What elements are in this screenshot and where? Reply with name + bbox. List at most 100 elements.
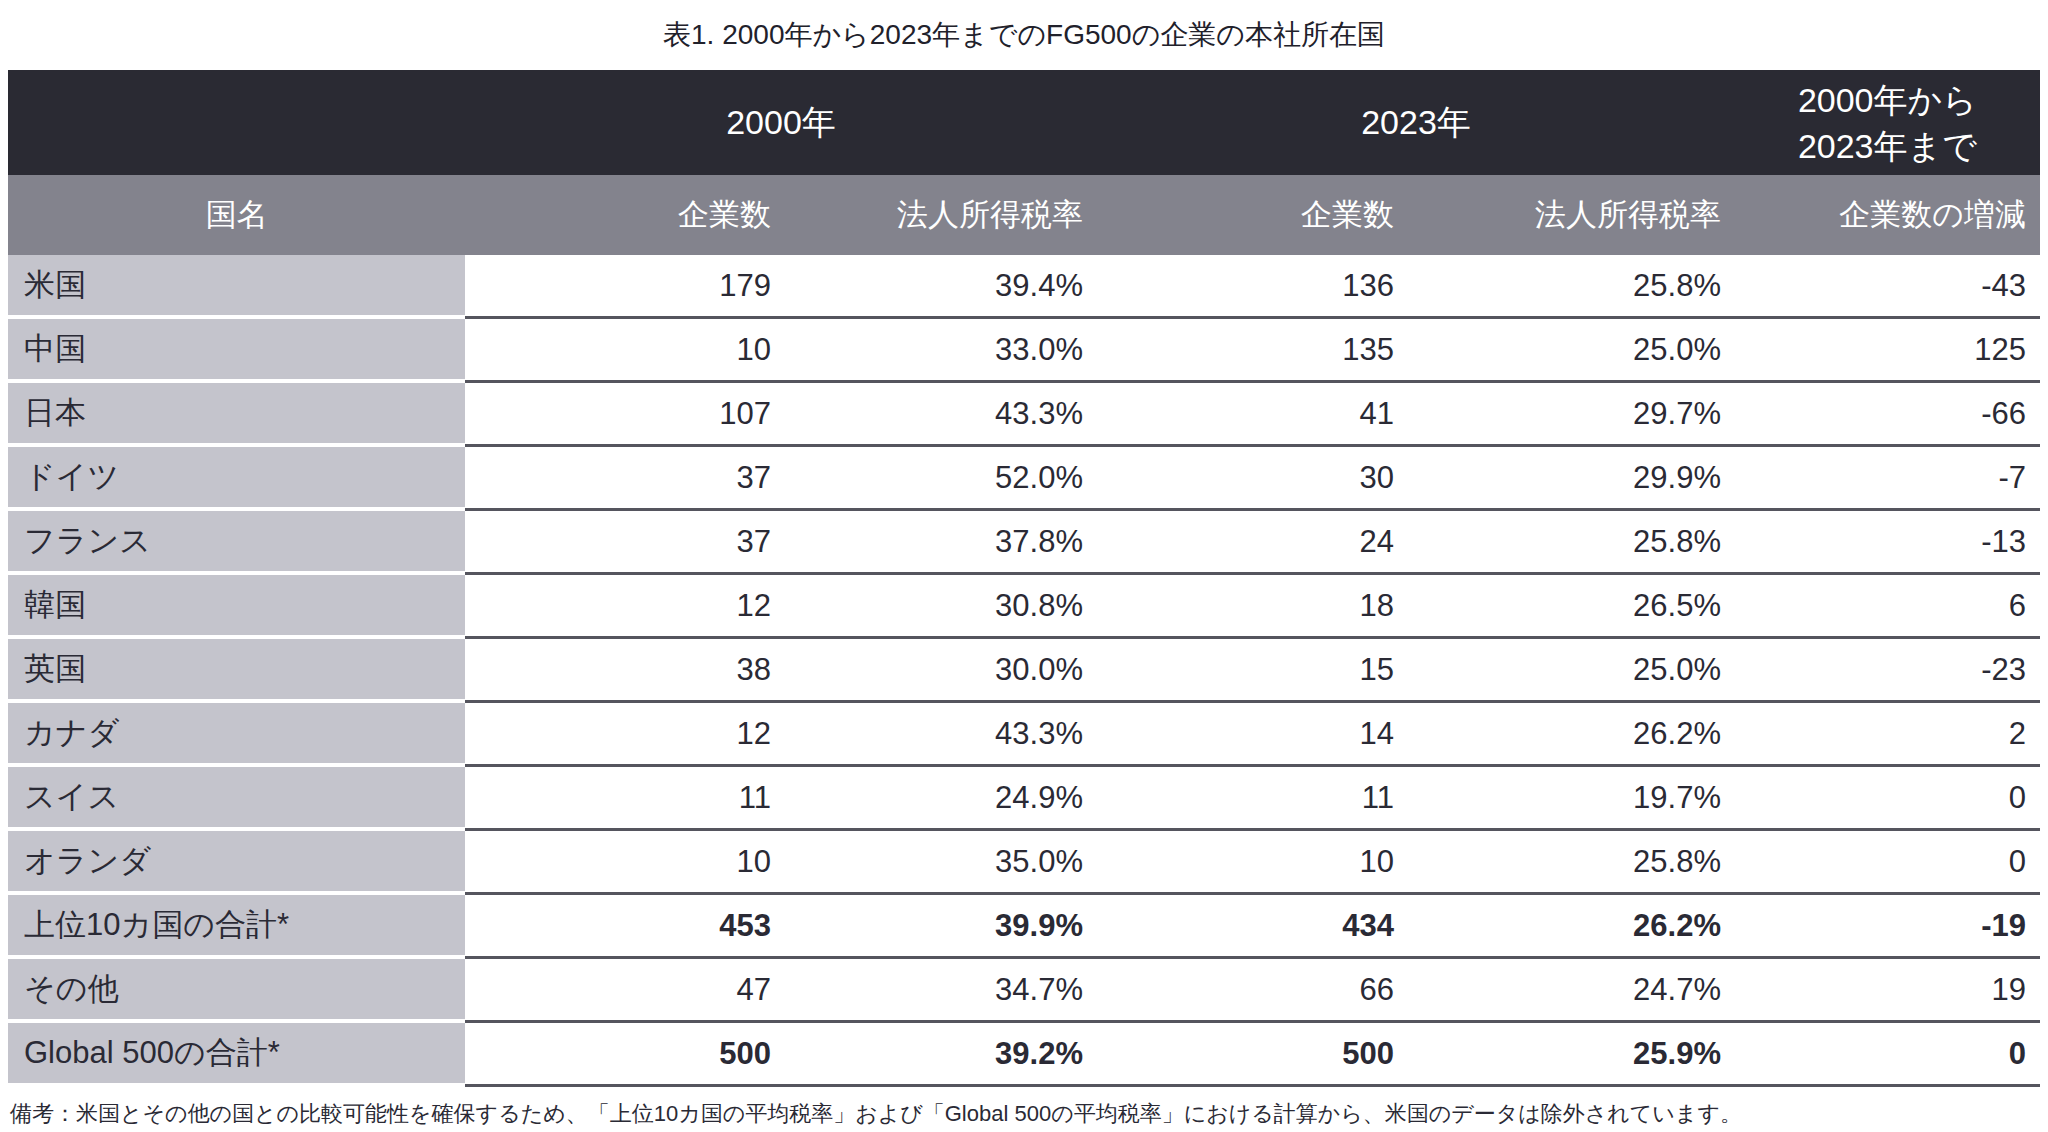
year-header-row: 2000年 2023年 2000年から 2023年まで	[8, 70, 2040, 175]
tax-2023-cell: 25.0%	[1408, 319, 1735, 383]
table-row-others: その他 47 34.7% 66 24.7% 19	[8, 959, 2040, 1023]
companies-2023-cell: 15	[1097, 639, 1408, 703]
country-cell: カナダ	[8, 703, 465, 767]
change-cell: 6	[1735, 575, 2040, 639]
tax-2000-cell: 39.2%	[785, 1023, 1097, 1087]
fg500-table: 2000年 2023年 2000年から 2023年まで 国名 企業数 法人所得税…	[8, 70, 2040, 1087]
tax-2023-cell: 25.8%	[1408, 255, 1735, 319]
tax-2023-cell: 29.7%	[1408, 383, 1735, 447]
companies-2023-cell: 136	[1097, 255, 1408, 319]
change-cell: 0	[1735, 767, 2040, 831]
tax-2000-cell: 39.4%	[785, 255, 1097, 319]
companies-2000-cell: 107	[465, 383, 785, 447]
tax-2023-cell: 25.8%	[1408, 831, 1735, 895]
country-cell: 韓国	[8, 575, 465, 639]
tax-2023-cell: 29.9%	[1408, 447, 1735, 511]
country-cell: その他	[8, 959, 465, 1023]
column-header-companies-2023: 企業数	[1097, 175, 1408, 255]
change-cell: -43	[1735, 255, 2040, 319]
companies-2000-cell: 37	[465, 511, 785, 575]
column-header-companies-2000: 企業数	[465, 175, 785, 255]
companies-2000-cell: 500	[465, 1023, 785, 1087]
country-cell: オランダ	[8, 831, 465, 895]
tax-2000-cell: 33.0%	[785, 319, 1097, 383]
change-cell: 0	[1735, 831, 2040, 895]
companies-2023-cell: 434	[1097, 895, 1408, 959]
country-cell: 日本	[8, 383, 465, 447]
companies-2000-cell: 12	[465, 575, 785, 639]
tax-2023-cell: 26.5%	[1408, 575, 1735, 639]
table-row-top10-total: 上位10カ国の合計* 453 39.9% 434 26.2% -19	[8, 895, 2040, 959]
country-cell: フランス	[8, 511, 465, 575]
change-cell: -66	[1735, 383, 2040, 447]
companies-2023-cell: 41	[1097, 383, 1408, 447]
change-cell: -23	[1735, 639, 2040, 703]
table-row-us: 米国 179 39.4% 136 25.8% -43	[8, 255, 2040, 319]
column-header-tax-2000: 法人所得税率	[785, 175, 1097, 255]
table-row-netherlands: オランダ 10 35.0% 10 25.8% 0	[8, 831, 2040, 895]
table-row-china: 中国 10 33.0% 135 25.0% 125	[8, 319, 2040, 383]
table-row-global500-total: Global 500の合計* 500 39.2% 500 25.9% 0	[8, 1023, 2040, 1087]
year-header-range-line2: 2023年まで	[1798, 123, 1977, 169]
companies-2000-cell: 12	[465, 703, 785, 767]
companies-2000-cell: 453	[465, 895, 785, 959]
tax-2023-cell: 25.0%	[1408, 639, 1735, 703]
companies-2000-cell: 10	[465, 831, 785, 895]
companies-2023-cell: 135	[1097, 319, 1408, 383]
table-row-canada: カナダ 12 43.3% 14 26.2% 2	[8, 703, 2040, 767]
column-header-change: 企業数の増減	[1735, 175, 2040, 255]
country-cell: 中国	[8, 319, 465, 383]
change-cell: -19	[1735, 895, 2040, 959]
country-cell: 上位10カ国の合計*	[8, 895, 465, 959]
companies-2023-cell: 10	[1097, 831, 1408, 895]
country-cell: ドイツ	[8, 447, 465, 511]
tax-2023-cell: 26.2%	[1408, 895, 1735, 959]
country-cell: 米国	[8, 255, 465, 319]
table-row-uk: 英国 38 30.0% 15 25.0% -23	[8, 639, 2040, 703]
tax-2000-cell: 24.9%	[785, 767, 1097, 831]
tax-2000-cell: 30.0%	[785, 639, 1097, 703]
table-row-korea: 韓国 12 30.8% 18 26.5% 6	[8, 575, 2040, 639]
country-cell: 英国	[8, 639, 465, 703]
tax-2023-cell: 24.7%	[1408, 959, 1735, 1023]
country-cell: Global 500の合計*	[8, 1023, 465, 1087]
companies-2023-cell: 14	[1097, 703, 1408, 767]
tax-2000-cell: 43.3%	[785, 703, 1097, 767]
year-header-range: 2000年から 2023年まで	[1735, 70, 2040, 175]
change-cell: 0	[1735, 1023, 2040, 1087]
companies-2023-cell: 30	[1097, 447, 1408, 511]
tax-2000-cell: 39.9%	[785, 895, 1097, 959]
companies-2023-cell: 500	[1097, 1023, 1408, 1087]
tax-2023-cell: 25.9%	[1408, 1023, 1735, 1087]
tax-2000-cell: 43.3%	[785, 383, 1097, 447]
companies-2023-cell: 24	[1097, 511, 1408, 575]
table-row-japan: 日本 107 43.3% 41 29.7% -66	[8, 383, 2040, 447]
companies-2000-cell: 47	[465, 959, 785, 1023]
companies-2000-cell: 179	[465, 255, 785, 319]
companies-2000-cell: 11	[465, 767, 785, 831]
companies-2023-cell: 11	[1097, 767, 1408, 831]
companies-2000-cell: 38	[465, 639, 785, 703]
tax-2023-cell: 26.2%	[1408, 703, 1735, 767]
country-cell: スイス	[8, 767, 465, 831]
tax-2000-cell: 34.7%	[785, 959, 1097, 1023]
tax-2000-cell: 35.0%	[785, 831, 1097, 895]
companies-2000-cell: 37	[465, 447, 785, 511]
table-row-switzerland: スイス 11 24.9% 11 19.7% 0	[8, 767, 2040, 831]
table-row-germany: ドイツ 37 52.0% 30 29.9% -7	[8, 447, 2040, 511]
companies-2023-cell: 18	[1097, 575, 1408, 639]
change-cell: -13	[1735, 511, 2040, 575]
tax-2000-cell: 52.0%	[785, 447, 1097, 511]
change-cell: 125	[1735, 319, 2040, 383]
change-cell: 19	[1735, 959, 2040, 1023]
companies-2023-cell: 66	[1097, 959, 1408, 1023]
column-header-country: 国名	[8, 175, 465, 255]
tax-2000-cell: 37.8%	[785, 511, 1097, 575]
column-header-row: 国名 企業数 法人所得税率 企業数 法人所得税率 企業数の増減	[8, 175, 2040, 255]
table-footnote: 備考：米国とその他の国との比較可能性を確保するため、「上位10カ国の平均税率」お…	[0, 1087, 2048, 1129]
tax-2023-cell: 19.7%	[1408, 767, 1735, 831]
tax-2023-cell: 25.8%	[1408, 511, 1735, 575]
change-cell: 2	[1735, 703, 2040, 767]
tax-2000-cell: 30.8%	[785, 575, 1097, 639]
page-title: 表1. 2000年から2023年までのFG500の企業の本社所在国	[0, 0, 2048, 70]
